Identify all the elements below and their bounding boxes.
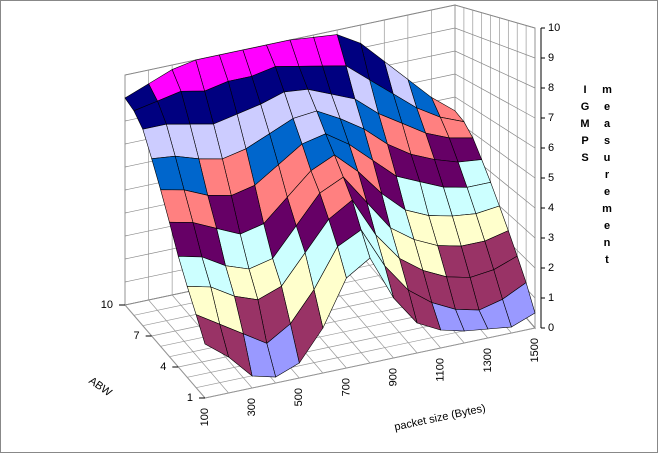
y-tick-label: 4 — [160, 361, 166, 373]
x-tick-label: 1300 — [482, 348, 494, 372]
z-tick-label: 2 — [548, 262, 554, 274]
z-tick-label: 5 — [548, 172, 554, 184]
z-tick-label: 7 — [548, 112, 554, 124]
z-tick-label: 4 — [548, 202, 554, 214]
y-tick-label: 1 — [187, 392, 193, 404]
x-tick-label: 100 — [199, 408, 211, 426]
y-tick-label: 10 — [101, 299, 113, 311]
x-tick-label: 300 — [246, 398, 258, 416]
floor-line — [148, 299, 229, 394]
x-tick-label: 500 — [293, 388, 305, 406]
x-tick-label: 1100 — [435, 358, 447, 382]
z-axis-title: IGMPS measurement — [579, 84, 613, 271]
floor-line — [336, 259, 418, 354]
y-tick-label: 7 — [134, 330, 140, 342]
x-tick-label: 700 — [340, 378, 352, 396]
x-tick-label: 900 — [387, 368, 399, 386]
z-tick-label: 10 — [548, 22, 560, 34]
z-tick-label: 3 — [548, 232, 554, 244]
z-tick-label: 8 — [548, 82, 554, 94]
z-tick-label: 9 — [548, 52, 554, 64]
floor-line — [124, 304, 206, 399]
z-tick-label: 1 — [548, 292, 554, 304]
z-tick-label: 6 — [548, 142, 554, 154]
z-tick-label: 0 — [548, 322, 554, 334]
floor-line — [204, 327, 536, 399]
x-tick-label: 1500 — [529, 338, 541, 362]
surface-patch — [195, 314, 230, 358]
